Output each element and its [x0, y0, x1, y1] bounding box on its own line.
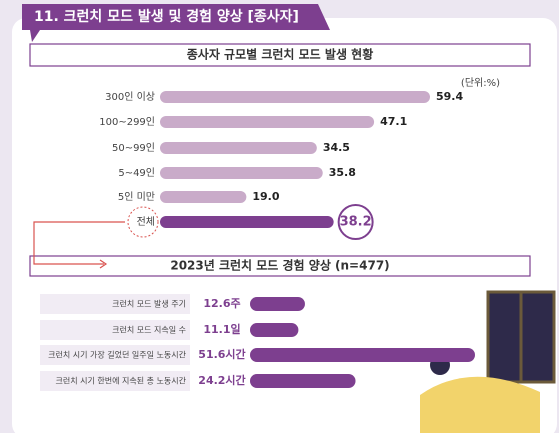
bar	[160, 91, 430, 103]
bar	[160, 142, 317, 154]
value-label: 19.0	[252, 190, 279, 203]
header-tail	[30, 30, 40, 42]
unit-label: (단위:%)	[461, 76, 500, 89]
bar	[250, 348, 475, 362]
category-label: 크런치 모드 발생 주기	[112, 299, 186, 309]
bar	[160, 191, 247, 203]
category-label: 300인 이상	[105, 91, 155, 103]
value-label: 38.2	[340, 215, 372, 230]
bar	[160, 167, 323, 179]
category-label: 100~299인	[99, 116, 155, 128]
value-label: 24.2시간	[198, 373, 245, 387]
bar	[160, 116, 375, 128]
category-label: 5인 미만	[118, 191, 155, 203]
desk-illustration	[420, 376, 540, 433]
category-label: 크런치 모드 지속일 수	[112, 325, 186, 335]
category-label: 5~49인	[118, 167, 155, 179]
category-label: 크런치 시기 가장 길었던 일주일 노동시간	[48, 350, 186, 360]
category-label: 크런치 시기 한번에 지속된 총 노동시간	[56, 376, 187, 386]
label-box	[40, 345, 190, 365]
value-label: 51.6시간	[198, 347, 245, 361]
header-tab	[22, 4, 330, 30]
value-label: 35.8	[329, 166, 356, 179]
highlight-circle	[127, 206, 159, 238]
value-label: 59.4	[436, 90, 463, 103]
label-box	[40, 371, 190, 391]
label-box	[40, 294, 190, 314]
value-label: 11.1일	[203, 322, 240, 336]
chart2-title-box	[29, 255, 531, 277]
chart1-title-box	[29, 43, 531, 67]
arrow-head	[99, 259, 108, 269]
value-label: 47.1	[380, 115, 407, 128]
page-title: 11. 크런치 모드 발생 및 경험 양상 [종사자]	[34, 8, 299, 25]
bar	[250, 323, 299, 337]
bar	[250, 297, 305, 311]
value-badge	[337, 204, 374, 240]
bar	[160, 216, 334, 228]
category-label: 50~99인	[112, 142, 155, 154]
chart1-title: 종사자 규모별 크런치 모드 발생 현황	[187, 47, 374, 62]
chart2-title: 2023년 크런치 모드 경험 양상 (n=477)	[170, 258, 389, 273]
value-label: 34.5	[323, 141, 350, 154]
bar	[250, 374, 356, 388]
arrow	[33, 221, 125, 265]
category-label: 전체	[137, 216, 155, 228]
value-label: 12.6주	[203, 297, 240, 310]
label-box	[40, 320, 190, 340]
